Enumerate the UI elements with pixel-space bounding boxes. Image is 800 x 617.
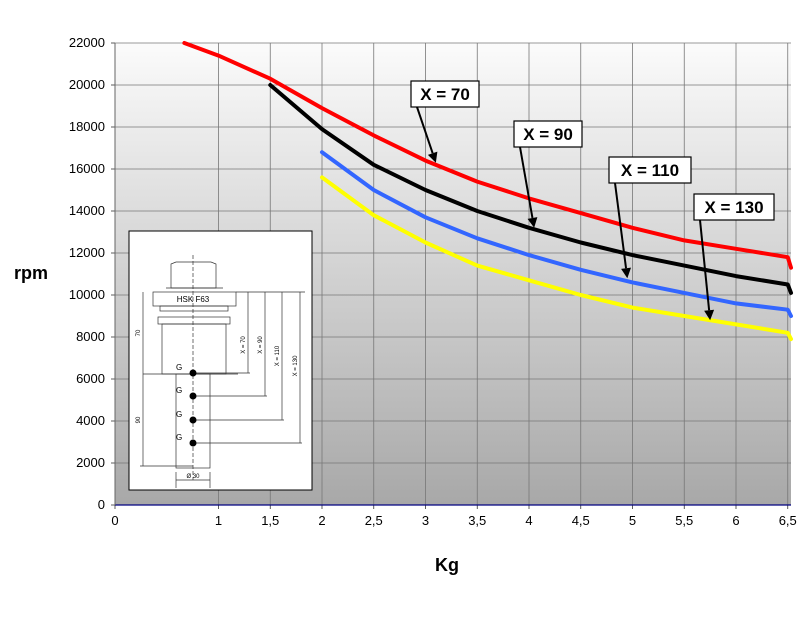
- y-tick-label: 14000: [69, 203, 105, 218]
- y-tick-label: 20000: [69, 77, 105, 92]
- callout-box: [410, 80, 480, 108]
- g-point: [189, 416, 197, 424]
- dim-label-x110: X = 110: [275, 345, 281, 366]
- g-point: [189, 392, 197, 400]
- callout-arrow: [699, 219, 711, 311]
- x-tick-label: 5,5: [675, 513, 693, 528]
- dim-label-x70: X = 70: [241, 336, 247, 354]
- dim-label-x90: X = 90: [258, 336, 264, 354]
- callout-arrow: [416, 106, 434, 154]
- x-tick-label: 1: [215, 513, 222, 528]
- callout-label: X = 130: [704, 198, 763, 217]
- y-tick-label: 6000: [76, 371, 105, 386]
- y-tick-label: 16000: [69, 161, 105, 176]
- series-layer: [182, 41, 793, 342]
- callout-label: X = 70: [420, 85, 470, 104]
- g-label: G: [176, 433, 182, 442]
- g-point: [189, 369, 197, 377]
- y-tick-label: 22000: [69, 35, 105, 50]
- x-tick-label: 4,5: [572, 513, 590, 528]
- callout-arrowhead: [704, 309, 715, 321]
- y-tick-label: 12000: [69, 245, 105, 260]
- dim-label-x130: X = 130: [293, 355, 299, 377]
- callout-arrow: [614, 182, 628, 269]
- callout-box: [513, 120, 583, 148]
- y-tick-label: 2000: [76, 455, 105, 470]
- g-point: [189, 439, 197, 447]
- callout-label: X = 110: [621, 161, 679, 180]
- x-tick-label: 0: [111, 513, 118, 528]
- callout-box: [608, 156, 692, 184]
- callout-arrow: [519, 146, 534, 219]
- series-line: [268, 83, 793, 295]
- x-tick-label: 6,5: [779, 513, 797, 528]
- y-tick-label: 18000: [69, 119, 105, 134]
- left-dim-90: 90: [136, 416, 142, 423]
- g-label: G: [176, 386, 182, 395]
- y-tick-label: 10000: [69, 287, 105, 302]
- x-axis-title: Kg: [435, 555, 459, 575]
- x-tick-label: 6: [732, 513, 739, 528]
- x-tick-label: 2: [318, 513, 325, 528]
- x-tick-label: 5: [629, 513, 636, 528]
- x-tick-label: 1,5: [261, 513, 279, 528]
- bottom-dim: Ø 30: [186, 474, 200, 480]
- g-label: G: [176, 410, 182, 419]
- left-dim-70: 70: [136, 329, 142, 336]
- series-line: [182, 41, 793, 270]
- callout-layer: X = 70 X = 90 X = 110 X = 130: [410, 80, 775, 321]
- y-tick-label: 4000: [76, 413, 105, 428]
- holder-label: HSK F63: [177, 295, 210, 304]
- y-tick-labels: 0 2000 4000 6000 8000 10000 12000 14000 16000 180…: [69, 35, 105, 512]
- callout-box: [693, 193, 775, 221]
- callout-arrowhead: [527, 217, 538, 228]
- x-tick-label: 2,5: [365, 513, 383, 528]
- g-label: G: [176, 363, 182, 372]
- x-tick-label: 4: [525, 513, 532, 528]
- callout-arrowhead: [621, 267, 631, 279]
- y-tick-label: 8000: [76, 329, 105, 344]
- x-tick-label: 3,5: [468, 513, 486, 528]
- y-axis-title: rpm: [14, 263, 48, 283]
- g-points: [189, 369, 197, 447]
- inset-frame: [128, 230, 313, 491]
- y-tick-label: 0: [98, 497, 105, 512]
- series-line: [320, 175, 793, 342]
- tool-holder-inset: HSK F63 G G G G X = 70 X = 90 X = 110 X …: [128, 230, 313, 491]
- callout-arrowhead: [427, 151, 438, 163]
- callout-label: X = 90: [523, 125, 573, 144]
- x-tick-label: 3: [422, 513, 429, 528]
- x-tick-labels: 011,522,533,544,555,566,57: [111, 513, 797, 528]
- series-line: [320, 150, 793, 318]
